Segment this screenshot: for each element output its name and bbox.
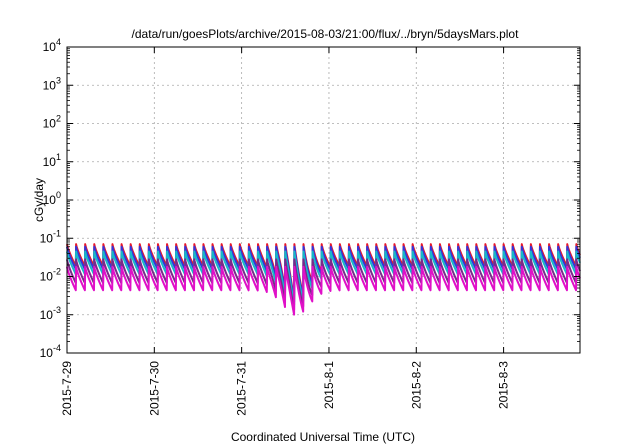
x-axis-ticks: 2015-7-29 2015-7-30 2015-7-31 2015-8-1 2015-… bbox=[60, 47, 511, 416]
y-tick-label: 10-1 bbox=[40, 228, 61, 245]
series-line bbox=[66, 265, 581, 316]
x-tick-label: 2015-7-31 bbox=[235, 361, 249, 416]
y-tick-label: 103 bbox=[43, 75, 61, 92]
x-tick-label: 2015-7-29 bbox=[60, 361, 74, 416]
y-axis-label: cGy/day bbox=[32, 178, 46, 222]
y-tick-label: 102 bbox=[43, 114, 61, 131]
y-tick-label: 100 bbox=[43, 190, 61, 207]
grid bbox=[67, 47, 580, 353]
series-line bbox=[66, 245, 581, 303]
y-tick-label: 10-2 bbox=[40, 267, 61, 284]
y-tick-label: 104 bbox=[43, 37, 61, 54]
plot-frame bbox=[66, 46, 581, 354]
series-line bbox=[66, 250, 581, 306]
x-tick-label: 2015-7-30 bbox=[147, 361, 161, 416]
y-tick-label: 101 bbox=[43, 152, 61, 169]
x-tick-label: 2015-8-1 bbox=[322, 361, 336, 409]
x-tick-label: 2015-8-2 bbox=[409, 361, 423, 409]
chart-title: /data/run/goesPlots/archive/2015-08-03/2… bbox=[132, 27, 520, 41]
x-tick-label: 2015-8-3 bbox=[497, 361, 511, 409]
series-lines bbox=[66, 243, 581, 316]
x-axis-label: Coordinated Universal Time (UTC) bbox=[231, 430, 415, 444]
series-line bbox=[66, 258, 581, 311]
y-tick-label: 10-3 bbox=[40, 305, 61, 322]
y-tick-label: 10-4 bbox=[40, 343, 61, 360]
